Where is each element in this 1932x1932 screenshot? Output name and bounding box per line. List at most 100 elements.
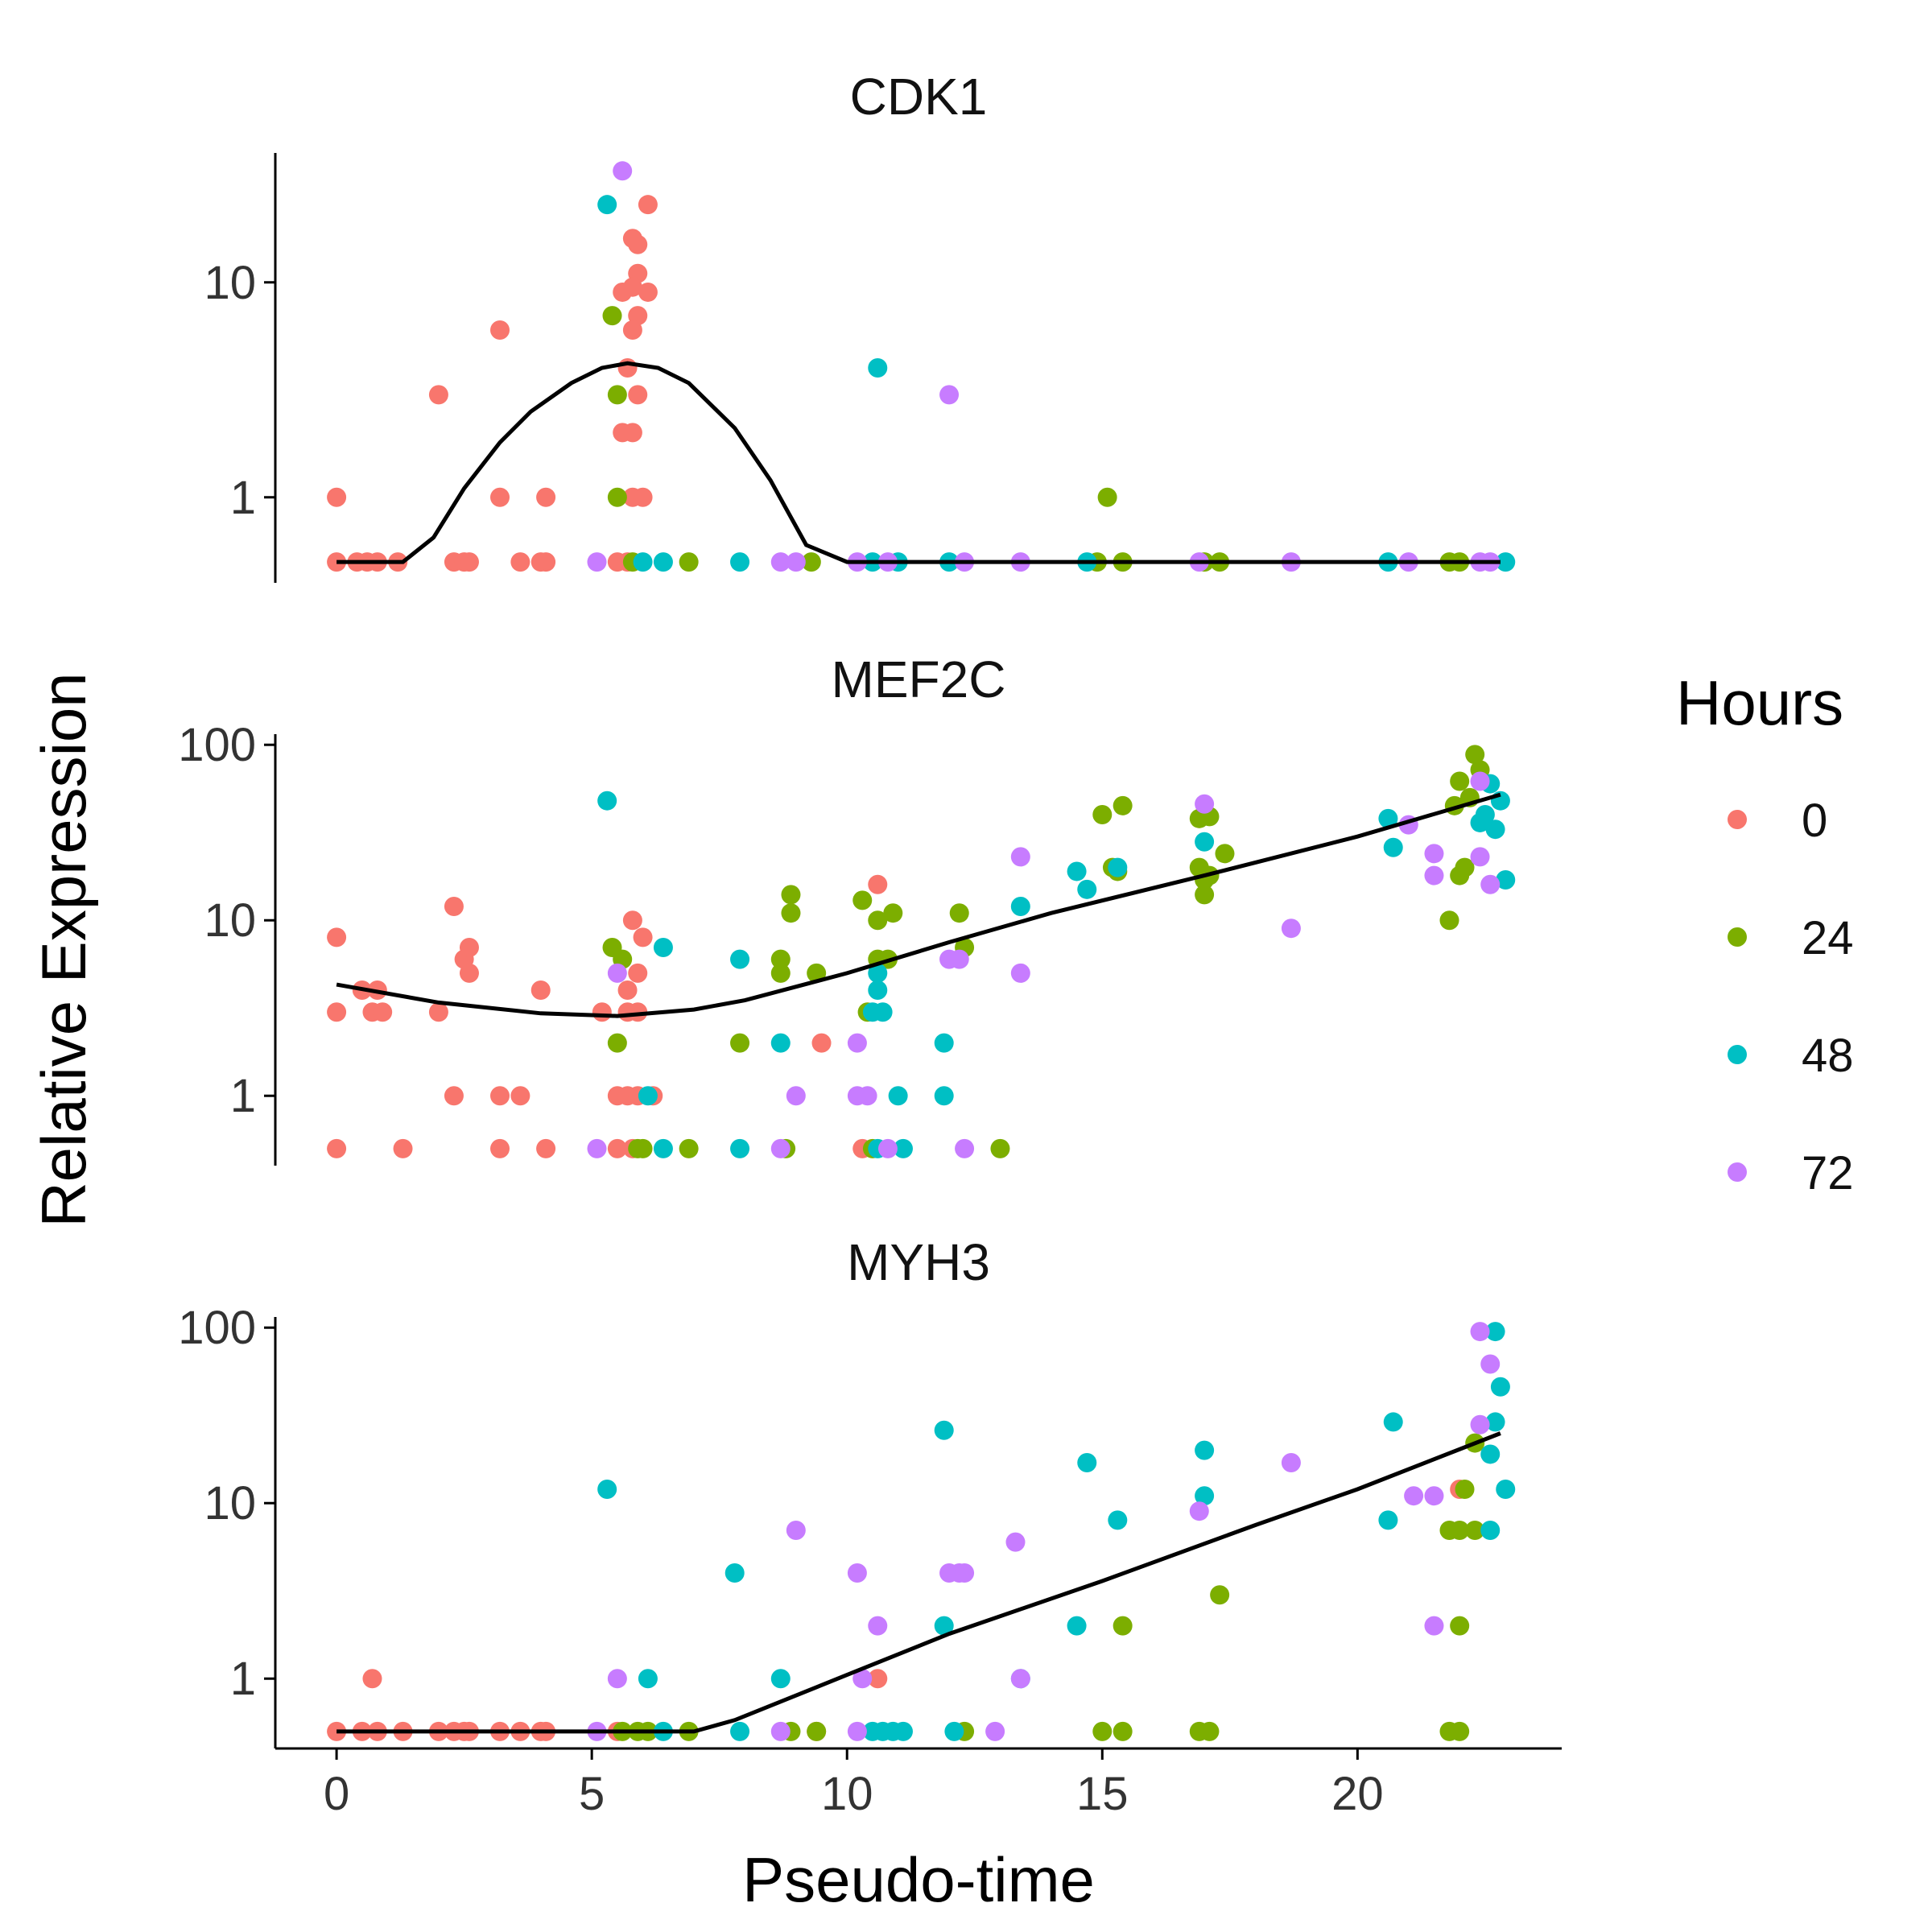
data-point xyxy=(877,1138,898,1158)
data-point xyxy=(868,1669,888,1689)
data-point xyxy=(934,1420,954,1440)
data-point xyxy=(1485,819,1505,840)
data-point xyxy=(607,963,627,983)
data-point xyxy=(1113,795,1133,815)
data-point xyxy=(622,423,642,443)
data-point xyxy=(985,1721,1005,1741)
data-point xyxy=(949,903,969,923)
trend-line xyxy=(336,792,1501,1018)
data-point xyxy=(607,1033,627,1053)
data-point xyxy=(638,282,658,302)
data-point xyxy=(1424,1486,1444,1506)
data-point xyxy=(628,963,648,983)
data-point xyxy=(633,1138,653,1158)
panel-title: CDK1 xyxy=(850,68,988,126)
data-point xyxy=(362,1669,382,1689)
data-point xyxy=(597,195,617,215)
panel-mef2c: MEF2C 1 10 100 xyxy=(178,650,1516,1166)
y-tick-label: 10 xyxy=(204,1477,256,1530)
data-point xyxy=(1450,1521,1470,1541)
data-point xyxy=(786,552,806,572)
data-point xyxy=(1108,857,1128,877)
data-point xyxy=(327,487,347,507)
data-point xyxy=(1010,896,1030,916)
data-point xyxy=(857,1086,877,1106)
data-point xyxy=(653,938,673,958)
data-point xyxy=(1189,1501,1209,1521)
data-point xyxy=(781,903,801,923)
data-point xyxy=(536,487,556,507)
data-point xyxy=(607,385,627,405)
y-tick-label: 100 xyxy=(178,1302,256,1354)
data-point xyxy=(934,1033,954,1053)
data-point xyxy=(622,320,642,340)
data-point xyxy=(770,949,791,969)
data-point xyxy=(1480,874,1501,894)
data-point xyxy=(1010,963,1030,983)
data-point xyxy=(1496,1479,1516,1499)
data-point xyxy=(1092,1721,1113,1741)
data-point xyxy=(786,1086,806,1106)
data-point xyxy=(1485,1412,1505,1432)
legend-key-48 xyxy=(1728,1045,1747,1064)
y-tick-label: 10 xyxy=(204,257,256,309)
y-tick-label: 100 xyxy=(178,719,256,771)
data-point xyxy=(990,1138,1010,1158)
data-point xyxy=(1424,1616,1444,1636)
data-point xyxy=(811,1033,832,1053)
data-point xyxy=(617,358,638,378)
data-point xyxy=(1195,1486,1215,1506)
y-tick-label: 1 xyxy=(230,472,256,524)
data-point xyxy=(444,1086,464,1106)
data-point xyxy=(607,487,627,507)
data-point xyxy=(1450,865,1470,886)
data-point xyxy=(868,1616,888,1636)
data-point xyxy=(490,487,510,507)
data-point xyxy=(730,1033,750,1053)
data-point xyxy=(1465,1521,1485,1541)
data-point xyxy=(628,1002,648,1022)
y-tick-label: 1 xyxy=(230,1653,256,1705)
x-tick-label: 15 xyxy=(1076,1768,1129,1820)
data-point xyxy=(1496,870,1516,890)
data-point xyxy=(730,1721,750,1741)
data-point xyxy=(852,1669,873,1689)
data-point xyxy=(873,1002,893,1022)
data-point xyxy=(327,1138,347,1158)
data-point xyxy=(638,1669,658,1689)
data-point xyxy=(770,1721,791,1741)
data-point xyxy=(1281,1453,1301,1472)
data-point xyxy=(638,1086,658,1106)
data-point xyxy=(1092,804,1113,824)
data-point xyxy=(770,1138,791,1158)
data-point xyxy=(1067,1616,1087,1636)
data-point xyxy=(1383,1412,1403,1432)
data-point xyxy=(1424,865,1444,886)
data-point xyxy=(1010,847,1030,867)
x-axis: 0 5 10 15 20 xyxy=(275,1747,1562,1820)
panel-title: MYH3 xyxy=(847,1233,990,1291)
legend: Hours 0 24 48 72 xyxy=(1676,667,1854,1199)
data-point xyxy=(490,1086,510,1106)
data-point xyxy=(955,1138,975,1158)
data-point xyxy=(1450,1616,1470,1636)
data-point xyxy=(1465,745,1485,765)
data-point xyxy=(847,1563,867,1583)
data-point xyxy=(459,938,479,958)
data-point xyxy=(888,1086,908,1106)
data-point xyxy=(1383,837,1403,857)
data-point xyxy=(1195,1440,1215,1460)
data-point xyxy=(1005,1532,1026,1552)
data-point xyxy=(1480,1354,1501,1374)
data-point xyxy=(1108,1510,1128,1530)
data-point xyxy=(893,1138,913,1158)
data-point xyxy=(730,949,750,969)
data-point xyxy=(1378,808,1398,828)
data-point xyxy=(1210,1585,1230,1605)
data-point xyxy=(653,552,673,572)
data-point xyxy=(1097,487,1117,507)
data-point xyxy=(428,385,448,405)
data-point xyxy=(679,552,699,572)
data-point xyxy=(1113,1721,1133,1741)
panel-title: MEF2C xyxy=(832,650,1006,708)
